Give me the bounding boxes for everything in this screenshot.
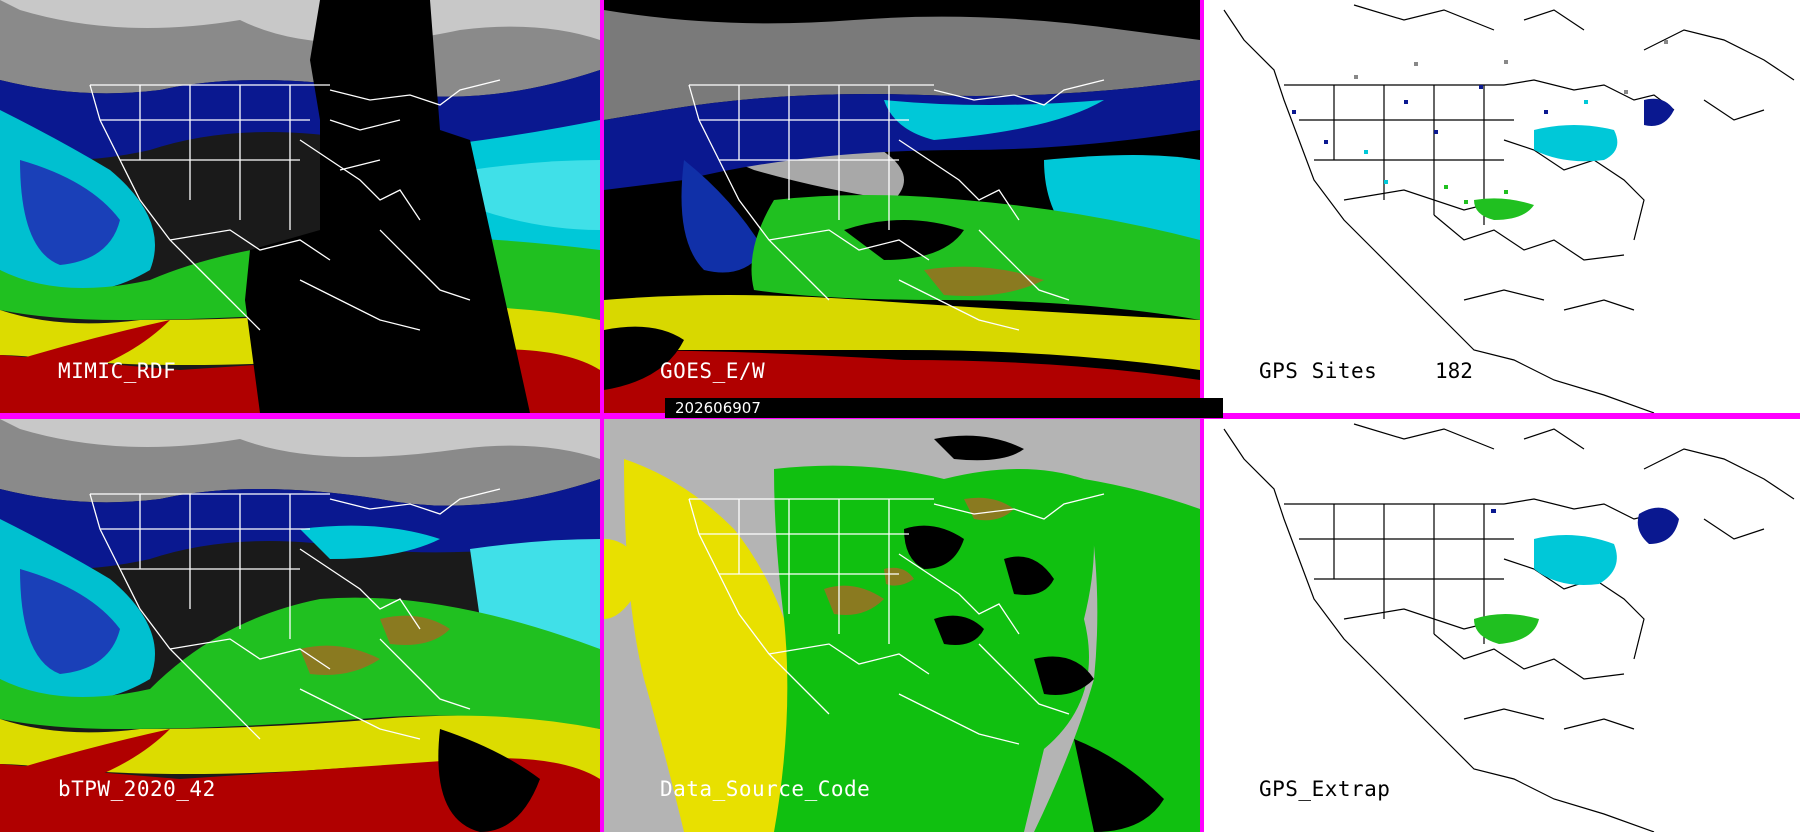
gps-extrap-map (1204, 419, 1800, 832)
btpw-panel: bTPW_2020_42 (0, 419, 600, 832)
extrap-green-region (1474, 614, 1539, 644)
timestamp-bar: 202606907 (665, 398, 1223, 418)
goes-ew-label: GOES_E/W (660, 359, 766, 383)
mimic-rdf-label: MIMIC_RDF (58, 359, 177, 383)
goes-ew-panel: GOES_E/W (604, 0, 1200, 413)
extrap-cyan-region (1534, 535, 1617, 585)
gps-site-markers (1292, 40, 1668, 204)
data-source-code-panel: Data_Source_Code (604, 419, 1200, 832)
extrap-blue-region (1637, 507, 1679, 544)
data-source-code-map (604, 419, 1200, 832)
gps-sites-panel: GPS Sites (1204, 0, 1800, 413)
mimic-rdf-panel: MIMIC_RDF (0, 0, 600, 413)
mimic-rdf-map (0, 0, 600, 413)
gps-extrap-label: GPS_Extrap (1259, 777, 1391, 801)
btpw-map (0, 419, 600, 832)
gps-sites-map (1204, 0, 1800, 413)
btpw-label: bTPW_2020_42 (58, 777, 216, 801)
gps-site-count: 182 (1435, 359, 1473, 383)
gps-extrap-panel: GPS_Extrap (1204, 419, 1800, 832)
goes-ew-map (604, 0, 1200, 413)
data-source-code-label: Data_Source_Code (660, 777, 871, 801)
gps-sites-label: GPS Sites (1259, 359, 1378, 383)
